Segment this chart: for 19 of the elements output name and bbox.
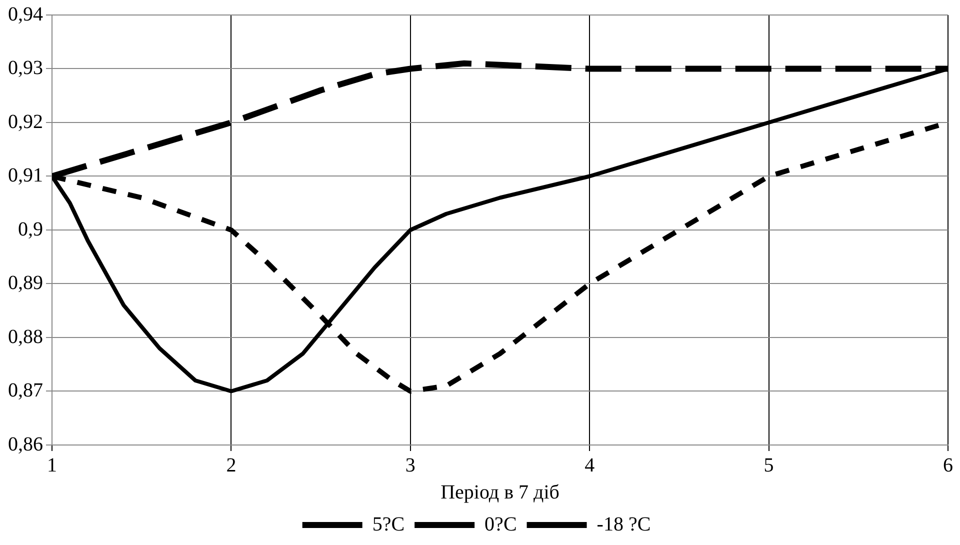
x-tick-label: 5 (764, 454, 774, 476)
x-tick-label: 3 (405, 454, 416, 476)
legend-label: 5?C (372, 513, 405, 536)
y-tick-label: 0,86 (8, 433, 43, 456)
y-tick-label: 0,94 (8, 3, 43, 26)
legend-label: 0?C (484, 513, 517, 536)
x-axis-title: Період в 7 діб (440, 481, 560, 504)
y-tick-label: 0,88 (8, 326, 43, 348)
y-tick-label: 0,89 (8, 272, 43, 294)
x-tick-label: 2 (226, 454, 236, 476)
x-tick-label: 6 (943, 454, 953, 476)
y-tick-label: 0,91 (8, 164, 43, 186)
x-tick-label: 1 (47, 454, 57, 476)
y-tick-label: 0,93 (8, 57, 43, 79)
y-tick-label: 0,9 (18, 218, 43, 240)
x-tick-label: 4 (584, 454, 595, 476)
y-tick-label: 0,92 (8, 110, 43, 133)
y-tick-label: 0,87 (8, 380, 43, 402)
legend-label: -18 ?C (596, 513, 651, 536)
